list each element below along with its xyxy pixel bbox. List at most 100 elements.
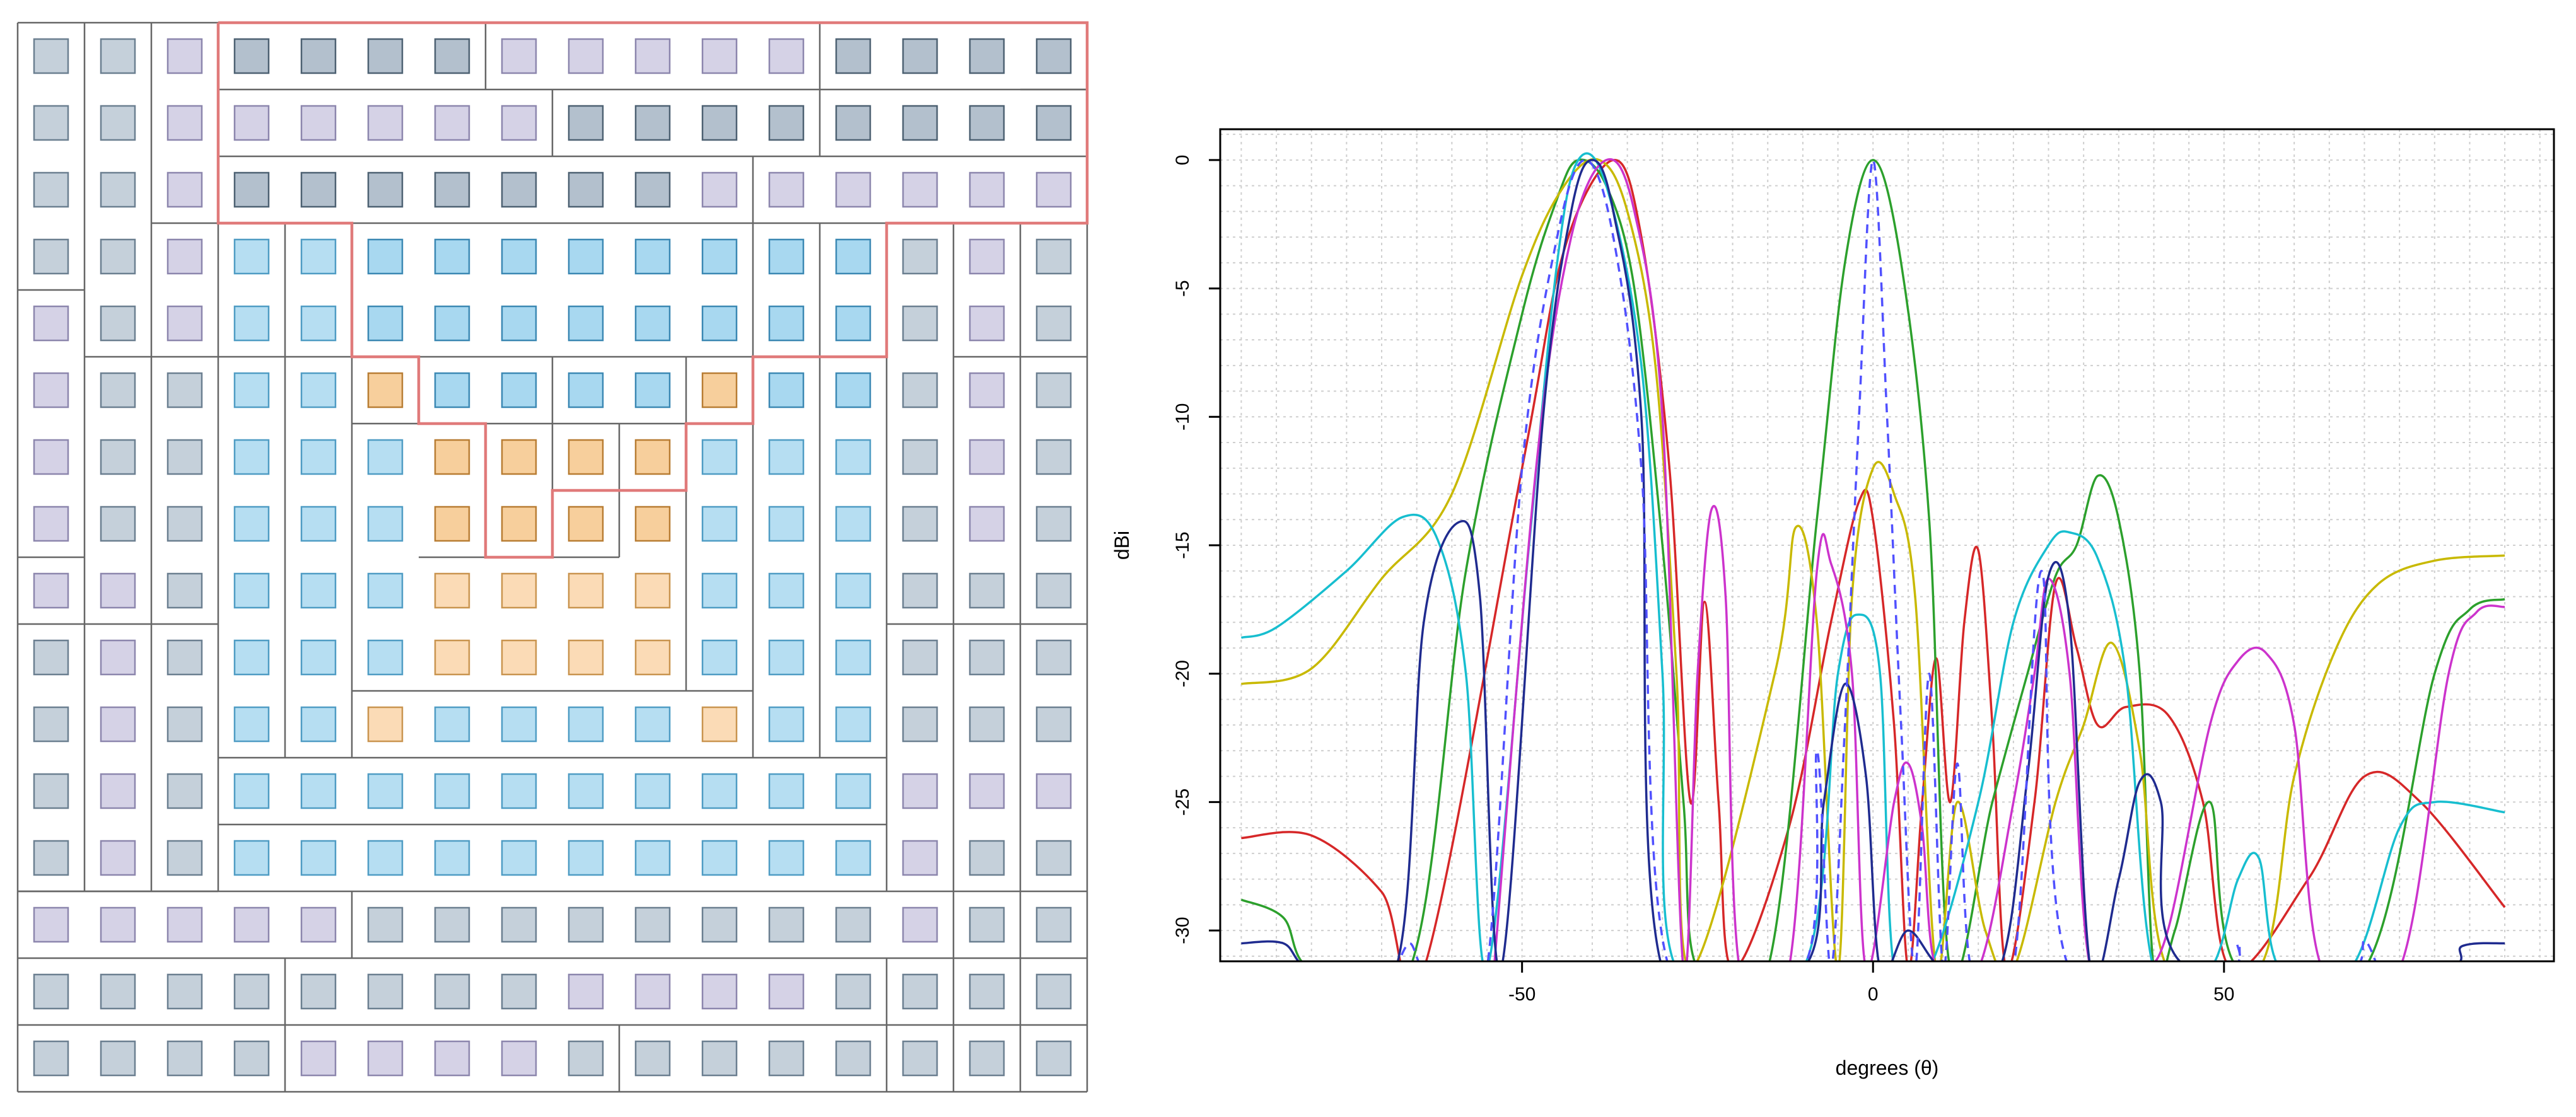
array-element — [1035, 38, 1072, 74]
array-element — [902, 439, 938, 475]
array-element — [902, 506, 938, 542]
array-element — [1035, 171, 1072, 208]
array-element — [233, 639, 270, 676]
array-element — [434, 706, 470, 743]
array-element — [367, 906, 404, 943]
array-element — [634, 973, 671, 1010]
array-element — [300, 238, 337, 275]
array-element — [835, 572, 871, 609]
array-element — [300, 105, 337, 141]
array-element — [568, 840, 604, 876]
y-axis-title: dBi — [1110, 531, 1133, 560]
array-element — [835, 171, 871, 208]
array-element — [33, 840, 69, 876]
array-element — [501, 238, 537, 275]
array-element — [634, 372, 671, 408]
array-element — [634, 305, 671, 342]
array-element — [768, 706, 805, 743]
array-element — [969, 706, 1005, 743]
array-element — [835, 906, 871, 943]
array-element — [166, 906, 203, 943]
array-element — [300, 639, 337, 676]
array-element — [568, 305, 604, 342]
series-line — [1241, 159, 2505, 961]
array-element — [969, 171, 1005, 208]
x-axis-title: degrees (θ) — [1836, 1056, 1939, 1079]
array-element — [501, 572, 537, 609]
array-element — [434, 906, 470, 943]
array-element — [701, 506, 738, 542]
array-element — [233, 1040, 270, 1077]
array-element — [902, 1040, 938, 1077]
array-element — [233, 38, 270, 74]
array-element — [969, 906, 1005, 943]
array-elements — [33, 38, 1072, 1077]
array-element — [568, 38, 604, 74]
array-element — [902, 171, 938, 208]
array-element — [768, 305, 805, 342]
array-element — [701, 706, 738, 743]
array-element — [100, 706, 136, 743]
array-element — [701, 105, 738, 141]
array-element — [768, 572, 805, 609]
array-element — [434, 973, 470, 1010]
array-element — [33, 372, 69, 408]
array-element — [367, 973, 404, 1010]
array-element — [768, 906, 805, 943]
array-element — [434, 439, 470, 475]
array-element — [367, 572, 404, 609]
array-element — [969, 840, 1005, 876]
array-element — [501, 372, 537, 408]
x-axis: -50 0 50 — [1508, 961, 2235, 1005]
array-element — [300, 171, 337, 208]
array-element — [701, 572, 738, 609]
array-element — [1035, 973, 1072, 1010]
y-tick-label: -25 — [1172, 789, 1193, 816]
array-element — [100, 973, 136, 1010]
array-element — [501, 105, 537, 141]
array-element — [33, 305, 69, 342]
array-element — [166, 1040, 203, 1077]
array-element — [902, 372, 938, 408]
array-element — [501, 906, 537, 943]
array-element — [33, 238, 69, 275]
array-element — [634, 38, 671, 74]
array-element — [501, 973, 537, 1010]
array-element — [367, 439, 404, 475]
array-element — [100, 38, 136, 74]
array-element — [233, 973, 270, 1010]
array-element — [501, 1040, 537, 1077]
array-element — [33, 439, 69, 475]
array-element — [768, 773, 805, 809]
x-tick-label: -50 — [1508, 984, 1536, 1005]
series-line — [1241, 158, 2505, 961]
array-element — [1035, 773, 1072, 809]
array-element — [434, 171, 470, 208]
array-element — [768, 1040, 805, 1077]
array-element — [501, 439, 537, 475]
array-element — [233, 906, 270, 943]
array-element — [33, 973, 69, 1010]
array-element — [634, 773, 671, 809]
array-element — [634, 1040, 671, 1077]
array-element — [768, 840, 805, 876]
array-element — [233, 773, 270, 809]
array-element — [902, 238, 938, 275]
array-element — [166, 171, 203, 208]
array-element — [835, 105, 871, 141]
array-element — [434, 238, 470, 275]
array-element — [969, 305, 1005, 342]
array-element — [434, 372, 470, 408]
array-element — [768, 238, 805, 275]
antenna-array-diagram — [16, 21, 1089, 1093]
array-element — [367, 706, 404, 743]
array-element — [568, 372, 604, 408]
array-element — [100, 372, 136, 408]
array-element — [835, 305, 871, 342]
array-element — [100, 238, 136, 275]
array-element — [300, 840, 337, 876]
array-element — [166, 572, 203, 609]
array-element — [902, 305, 938, 342]
array-element — [367, 639, 404, 676]
array-element — [166, 840, 203, 876]
